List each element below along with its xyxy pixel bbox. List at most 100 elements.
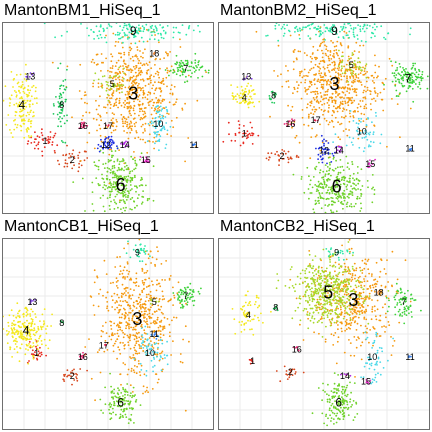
data-point xyxy=(361,312,364,314)
data-point xyxy=(241,136,244,138)
data-point xyxy=(351,61,354,64)
points xyxy=(222,23,429,213)
data-point xyxy=(385,326,387,328)
data-point xyxy=(91,191,94,194)
data-point xyxy=(317,189,320,192)
data-point xyxy=(17,330,19,333)
data-point xyxy=(99,127,102,130)
data-point xyxy=(73,157,76,160)
data-point xyxy=(95,165,98,168)
data-point xyxy=(110,321,113,323)
data-point xyxy=(29,329,32,332)
data-point xyxy=(313,73,315,76)
data-point xyxy=(124,146,127,148)
data-point xyxy=(181,67,184,70)
data-point xyxy=(355,88,358,90)
data-point xyxy=(12,336,14,339)
data-point xyxy=(135,350,138,353)
data-point xyxy=(207,69,210,72)
data-point xyxy=(318,193,321,195)
data-point xyxy=(106,167,109,169)
data-point xyxy=(32,353,34,356)
data-point xyxy=(356,130,359,133)
data-point xyxy=(103,167,106,170)
data-point xyxy=(75,372,77,375)
data-point xyxy=(115,78,117,81)
data-point xyxy=(104,138,107,140)
data-point xyxy=(273,102,276,104)
data-point xyxy=(157,107,159,110)
data-point xyxy=(45,328,47,330)
data-point xyxy=(325,97,327,100)
data-point xyxy=(344,26,347,29)
data-point xyxy=(170,298,172,300)
data-point xyxy=(143,247,146,250)
data-point xyxy=(243,328,246,331)
data-point xyxy=(312,321,315,324)
data-point xyxy=(349,303,352,306)
data-point xyxy=(129,307,132,310)
data-point xyxy=(245,322,247,324)
data-point xyxy=(361,137,364,139)
data-point xyxy=(282,157,285,160)
data-point xyxy=(338,303,340,305)
data-point xyxy=(30,325,33,328)
data-point xyxy=(359,275,361,278)
data-point xyxy=(320,158,323,161)
data-point xyxy=(108,167,111,170)
data-point xyxy=(126,79,129,81)
data-point xyxy=(142,30,145,33)
cluster-label-17: 17 xyxy=(311,115,321,125)
data-point xyxy=(340,78,343,81)
data-point xyxy=(50,325,52,327)
data-point xyxy=(356,197,358,200)
data-point xyxy=(366,260,369,262)
data-point xyxy=(124,177,127,180)
data-point xyxy=(369,284,372,287)
data-point xyxy=(121,79,123,81)
data-point xyxy=(183,71,186,74)
data-point xyxy=(138,114,140,117)
data-point xyxy=(230,84,232,86)
data-point xyxy=(172,126,175,129)
data-point xyxy=(343,285,345,288)
data-point xyxy=(122,342,124,344)
data-point xyxy=(320,277,323,280)
data-point xyxy=(247,106,250,109)
data-point xyxy=(142,138,144,141)
data-point xyxy=(304,79,307,81)
data-point xyxy=(343,179,345,182)
data-point xyxy=(303,191,306,194)
data-point xyxy=(181,307,184,309)
data-point xyxy=(369,145,372,148)
data-point xyxy=(197,63,200,66)
data-point xyxy=(256,296,258,299)
data-point xyxy=(298,27,301,30)
data-point xyxy=(257,297,260,299)
data-point xyxy=(82,351,84,354)
data-point xyxy=(103,106,105,109)
data-point xyxy=(250,77,253,80)
data-point xyxy=(13,332,16,334)
data-point xyxy=(357,137,360,140)
data-point xyxy=(373,97,375,100)
data-point xyxy=(103,350,106,353)
data-point xyxy=(7,325,10,327)
data-point xyxy=(155,87,158,90)
data-point xyxy=(351,96,353,99)
data-point xyxy=(154,373,157,375)
data-point xyxy=(342,55,344,58)
data-point xyxy=(395,95,398,97)
data-point xyxy=(313,78,316,80)
data-point xyxy=(400,82,403,85)
data-point xyxy=(237,120,240,122)
data-point xyxy=(362,131,365,134)
data-point xyxy=(129,294,131,297)
data-point xyxy=(286,378,289,380)
data-point xyxy=(113,104,116,107)
data-point xyxy=(361,185,364,187)
data-point xyxy=(116,34,119,36)
data-point xyxy=(159,95,162,97)
data-point xyxy=(111,306,114,308)
data-point xyxy=(121,160,123,163)
